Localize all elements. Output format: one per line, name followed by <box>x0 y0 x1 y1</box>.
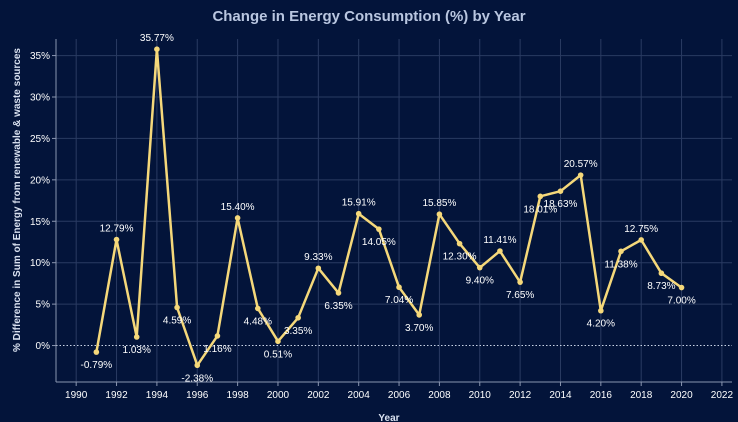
data-point[interactable] <box>658 270 665 277</box>
x-tick-label: 1996 <box>186 390 209 401</box>
data-point[interactable] <box>234 215 241 221</box>
x-axis-title: Year <box>378 413 399 422</box>
x-tick-label: 1992 <box>105 390 128 401</box>
x-tick-label: 2018 <box>630 390 653 401</box>
y-tick-label: 15% <box>30 217 50 228</box>
data-label: 4.48% <box>244 316 272 327</box>
data-label: 12.75% <box>624 224 658 235</box>
series-path <box>95 47 683 367</box>
x-tick-label: 2010 <box>469 390 492 401</box>
data-label: 15.85% <box>422 198 456 209</box>
y-tick-label: 30% <box>30 92 50 103</box>
data-point[interactable] <box>214 333 221 339</box>
data-point[interactable] <box>577 172 584 178</box>
x-tick-label: 2002 <box>307 390 330 401</box>
x-tick-label: 2006 <box>388 390 411 401</box>
data-point[interactable] <box>678 284 685 291</box>
data-point[interactable] <box>598 307 604 314</box>
data-label: 6.35% <box>324 301 352 312</box>
data-label: 7.00% <box>667 296 695 307</box>
gridlines <box>56 39 732 382</box>
data-label: 18.01% <box>523 204 557 215</box>
x-tick-label: 2014 <box>549 390 572 401</box>
y-axis-title: % Difference in Sum of Energy from renew… <box>12 48 23 352</box>
x-tick-label: 2012 <box>509 390 532 401</box>
x-tick-label: 2008 <box>428 390 451 401</box>
data-label: 20.57% <box>564 159 598 170</box>
data-label: 35.77% <box>140 33 174 44</box>
x-tick-label: 2020 <box>670 390 693 401</box>
data-point[interactable] <box>517 279 523 285</box>
data-label: 9.33% <box>304 252 332 263</box>
data-label: 4.59% <box>163 316 191 327</box>
data-label: 14.05% <box>362 237 396 248</box>
y-tick-label: 5% <box>36 300 51 311</box>
data-point[interactable] <box>638 237 644 243</box>
data-point[interactable] <box>436 211 443 218</box>
data-label: 0.51% <box>264 349 292 360</box>
axes: 1990 1992 1994 1996 1998 2000 2002 2004 2006 2008… <box>30 39 733 401</box>
data-point[interactable] <box>194 362 201 369</box>
data-label: 12.30% <box>443 252 477 263</box>
x-tick-label: 2004 <box>348 390 371 401</box>
data-label: 3.35% <box>284 326 312 337</box>
series-line <box>95 47 683 367</box>
data-point[interactable] <box>416 312 423 318</box>
data-label: 7.04% <box>385 295 413 306</box>
data-point[interactable] <box>557 188 564 194</box>
data-point[interactable] <box>396 284 402 291</box>
y-tick-label: 20% <box>30 175 50 186</box>
data-label: -2.38% <box>181 373 213 384</box>
data-label: 8.73% <box>647 281 675 292</box>
data-point[interactable] <box>113 236 120 243</box>
data-point[interactable] <box>497 248 503 254</box>
y-tick-label: 0% <box>36 341 51 352</box>
data-point[interactable] <box>618 248 624 255</box>
data-point[interactable] <box>476 264 483 271</box>
data-point[interactable] <box>154 46 160 52</box>
data-label: 11.38% <box>604 259 637 270</box>
data-point[interactable] <box>275 338 281 345</box>
data-point[interactable] <box>295 314 301 321</box>
data-labels: -0.79% 12.79% 1.03% 35.77% 4.59% -2.38% 1.16% 1… <box>81 33 696 384</box>
x-tick-label: 2022 <box>711 390 734 401</box>
data-label: 12.79% <box>100 224 134 235</box>
x-tick-label: 1998 <box>226 390 249 401</box>
data-point[interactable] <box>335 290 342 296</box>
data-label: 1.16% <box>203 344 231 355</box>
data-label: 4.20% <box>587 319 615 330</box>
x-tick-label: 2000 <box>267 390 290 401</box>
y-tick-label: 10% <box>30 258 50 269</box>
data-label: 7.65% <box>506 290 534 301</box>
data-label: 3.70% <box>405 323 433 334</box>
x-tick-label: 1990 <box>65 390 88 401</box>
data-point[interactable] <box>355 210 362 217</box>
data-point[interactable] <box>174 304 180 311</box>
data-points <box>93 46 685 369</box>
data-label: 18.63% <box>544 199 578 210</box>
y-tick-label: 35% <box>30 51 50 62</box>
data-label: 9.40% <box>466 276 494 287</box>
data-point[interactable] <box>133 334 140 340</box>
data-point[interactable] <box>537 193 544 200</box>
chart-title: Change in Energy Consumption (%) by Year <box>212 8 525 25</box>
data-label: -0.79% <box>81 360 113 371</box>
data-label: 11.41% <box>483 235 516 246</box>
data-point[interactable] <box>254 305 261 312</box>
data-label: 1.03% <box>123 345 151 356</box>
y-tick-label: 25% <box>30 134 50 145</box>
x-tick-label: 2016 <box>590 390 613 401</box>
x-tick-label: 1994 <box>146 390 169 401</box>
data-label: 15.91% <box>342 198 376 209</box>
data-point[interactable] <box>93 349 100 355</box>
data-point[interactable] <box>315 265 322 272</box>
data-point[interactable] <box>456 240 463 247</box>
data-point[interactable] <box>376 226 382 232</box>
data-label: 15.40% <box>221 202 255 213</box>
